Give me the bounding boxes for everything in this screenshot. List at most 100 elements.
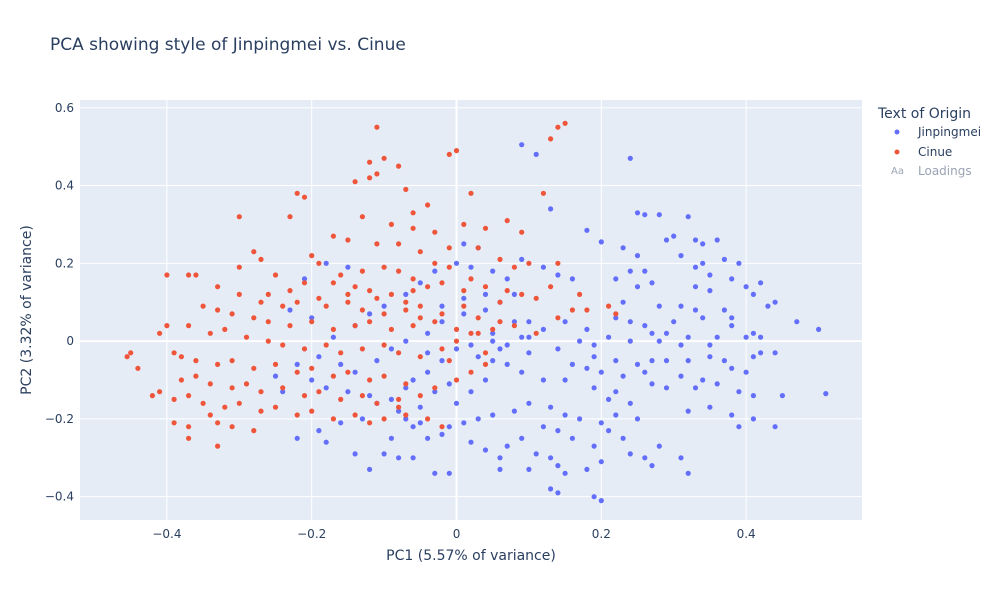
data-point-cinue	[287, 323, 293, 329]
data-point-jinpingmei	[678, 455, 684, 461]
data-point-jinpingmei	[425, 369, 431, 375]
data-point-jinpingmei	[526, 466, 532, 472]
data-point-jinpingmei	[736, 424, 742, 430]
data-point-cinue	[439, 280, 445, 286]
data-point-cinue	[294, 369, 300, 375]
legend-item-loadings[interactable]: Aa Loadings	[891, 164, 972, 178]
data-point-cinue	[388, 291, 394, 297]
data-point-jinpingmei	[779, 393, 786, 399]
data-point-jinpingmei	[729, 365, 735, 371]
data-point-jinpingmei	[671, 233, 677, 239]
data-point-jinpingmei	[627, 338, 633, 344]
data-point-cinue	[352, 179, 358, 185]
tick-labels: −0.4 −0.2 0 0.2 0.4 −0.4 −0.2 0 0.2 0.4 0.6	[45, 101, 756, 541]
data-point-jinpingmei	[678, 253, 684, 259]
data-point-jinpingmei	[352, 451, 358, 457]
x-tick-label: −0.2	[297, 527, 326, 541]
data-point-jinpingmei	[692, 307, 699, 313]
data-point-jinpingmei	[634, 416, 641, 422]
data-point-jinpingmei	[403, 416, 409, 422]
legend-item-cinue[interactable]: Cinue	[894, 145, 953, 159]
data-point-jinpingmei	[548, 404, 554, 410]
data-point-jinpingmei	[482, 307, 489, 313]
data-point-cinue	[251, 249, 257, 255]
data-point-jinpingmei	[606, 396, 612, 402]
data-point-cinue	[432, 260, 438, 266]
data-point-jinpingmei	[540, 264, 547, 270]
data-point-cinue	[453, 377, 460, 383]
data-point-cinue	[186, 435, 192, 441]
data-point-jinpingmei	[707, 342, 713, 348]
data-point-jinpingmei	[381, 303, 387, 309]
data-point-jinpingmei	[627, 451, 633, 457]
data-point-jinpingmei	[772, 299, 778, 305]
data-point-jinpingmei	[678, 303, 684, 309]
data-point-jinpingmei	[410, 377, 416, 383]
data-point-jinpingmei	[345, 389, 351, 395]
data-point-cinue	[504, 218, 510, 224]
data-point-jinpingmei	[627, 268, 633, 274]
data-point-jinpingmei	[613, 276, 619, 282]
data-point-jinpingmei	[620, 299, 626, 305]
y-tick-label: −0.2	[45, 412, 74, 426]
data-point-jinpingmei	[678, 373, 684, 379]
data-point-cinue	[490, 326, 496, 332]
data-point-jinpingmei	[482, 447, 489, 453]
data-point-cinue	[497, 319, 503, 325]
data-point-cinue	[359, 214, 365, 220]
data-point-cinue	[359, 393, 365, 399]
data-point-jinpingmei	[526, 319, 532, 325]
data-point-jinpingmei	[663, 237, 670, 243]
data-point-jinpingmei	[758, 334, 764, 340]
data-point-jinpingmei	[613, 358, 619, 364]
data-point-cinue	[352, 284, 358, 290]
data-point-cinue	[215, 443, 221, 449]
data-point-jinpingmei	[482, 377, 489, 383]
data-point-cinue	[548, 284, 554, 290]
data-point-jinpingmei	[432, 470, 438, 476]
data-point-jinpingmei	[410, 424, 416, 430]
data-point-cinue	[475, 330, 481, 336]
y-axis-title: PC2 (3.32% of variance)	[19, 225, 35, 395]
data-point-jinpingmei	[519, 369, 525, 375]
data-point-cinue	[374, 295, 380, 301]
data-point-cinue	[265, 338, 271, 344]
data-point-cinue	[215, 307, 221, 313]
data-point-jinpingmei	[649, 358, 655, 364]
data-point-cinue	[215, 420, 221, 426]
legend-item-jinpingmei[interactable]: Jinpingmei	[894, 125, 982, 139]
data-point-cinue	[207, 381, 213, 387]
data-point-cinue	[345, 299, 351, 305]
data-point-cinue	[186, 424, 192, 430]
data-point-jinpingmei	[707, 354, 713, 360]
data-point-jinpingmei	[425, 435, 431, 441]
data-point-cinue	[258, 299, 264, 305]
data-point-jinpingmei	[388, 435, 394, 441]
data-point-jinpingmei	[649, 381, 655, 387]
data-point-jinpingmei	[620, 373, 626, 379]
data-point-jinpingmei	[504, 443, 510, 449]
data-point-jinpingmei	[446, 381, 452, 387]
data-point-jinpingmei	[453, 400, 460, 406]
data-point-jinpingmei	[359, 416, 365, 422]
data-point-jinpingmei	[453, 346, 460, 352]
data-point-jinpingmei	[663, 358, 670, 364]
data-point-jinpingmei	[468, 264, 474, 270]
data-point-jinpingmei	[482, 291, 489, 297]
data-point-cinue	[403, 381, 409, 387]
series-cinue	[124, 120, 619, 449]
data-point-jinpingmei	[468, 439, 474, 445]
data-point-cinue	[417, 249, 423, 255]
data-point-cinue	[157, 330, 163, 336]
data-point-jinpingmei	[642, 323, 648, 329]
data-point-cinue	[215, 284, 221, 290]
data-point-cinue	[258, 408, 264, 414]
data-point-jinpingmei	[388, 346, 394, 352]
data-point-cinue	[374, 400, 380, 406]
data-point-cinue	[439, 311, 445, 317]
data-point-jinpingmei	[316, 354, 322, 360]
data-point-cinue	[309, 365, 315, 371]
data-point-cinue	[417, 393, 423, 399]
data-point-jinpingmei	[750, 291, 757, 297]
